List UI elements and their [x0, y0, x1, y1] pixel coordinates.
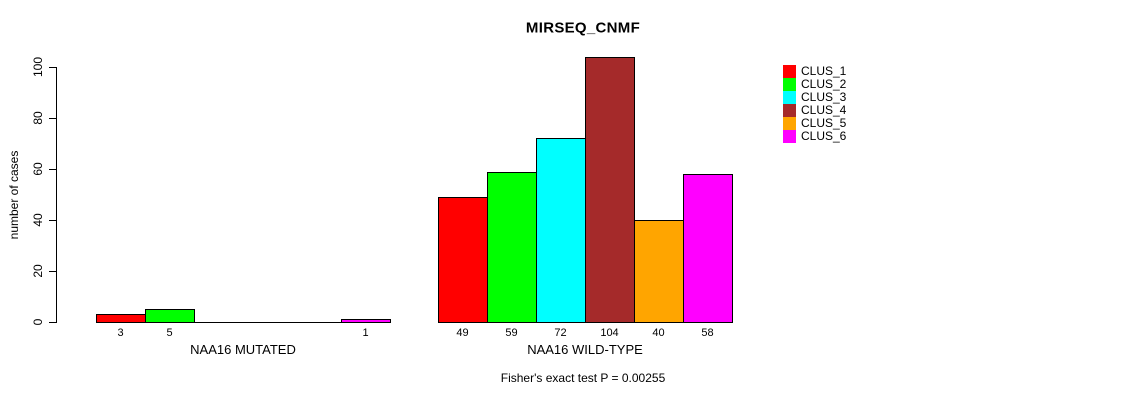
- legend-item-label: CLUS_4: [801, 103, 847, 117]
- x-axis-baseline: [96, 322, 391, 323]
- legend-swatch: [783, 65, 796, 78]
- legend-item-label: CLUS_2: [801, 77, 847, 91]
- y-axis-tick-label: 100: [31, 56, 45, 78]
- legend-item-label: CLUS_6: [801, 129, 847, 143]
- bar-value-label: 1: [362, 327, 369, 339]
- legend-item: CLUS_6: [783, 130, 846, 143]
- y-axis-tick: [49, 322, 56, 323]
- legend-item: CLUS_3: [783, 91, 846, 104]
- legend-item: CLUS_2: [783, 78, 846, 91]
- y-axis-tick-label: 40: [31, 213, 45, 227]
- y-axis-tick: [49, 118, 56, 119]
- bar-clus_5: [634, 220, 684, 323]
- y-axis-tick-label: 0: [31, 318, 45, 326]
- bar-clus_3: [536, 138, 586, 323]
- y-axis-tick: [49, 220, 56, 221]
- legend-swatch: [783, 130, 796, 143]
- bar-clus_2: [145, 309, 195, 323]
- y-axis-tick-label: 20: [31, 264, 45, 278]
- bar-clus_1: [96, 314, 146, 323]
- legend-swatch: [783, 78, 796, 91]
- bar-value-label: 72: [554, 327, 567, 339]
- legend-swatch: [783, 104, 796, 117]
- legend-item-label: CLUS_5: [801, 116, 847, 130]
- x-axis-group-label: NAA16 MUTATED: [190, 342, 296, 357]
- legend-item: CLUS_4: [783, 104, 846, 117]
- y-axis-tick: [49, 67, 56, 68]
- legend-item-label: CLUS_3: [801, 90, 847, 104]
- bar-value-label: 5: [166, 327, 173, 339]
- legend-item: CLUS_5: [783, 117, 846, 130]
- bar-value-label: 58: [701, 327, 714, 339]
- bar-clus_2: [487, 172, 537, 323]
- legend: CLUS_1 CLUS_2 CLUS_3 CLUS_4 CLUS_5 CLUS_6: [783, 65, 846, 143]
- legend-swatch: [783, 117, 796, 130]
- fisher-test-annotation: Fisher's exact test P = 0.00255: [500, 371, 666, 385]
- bar-clus_6: [683, 174, 733, 323]
- legend-item-label: CLUS_1: [801, 64, 847, 78]
- y-axis-tick-label: 60: [31, 162, 45, 176]
- bar-value-label: 40: [652, 327, 665, 339]
- y-axis-tick-label: 80: [31, 111, 45, 125]
- bar-value-label: 104: [600, 327, 619, 339]
- bar-clus_4: [585, 57, 635, 323]
- y-axis-tick: [49, 169, 56, 170]
- bar-value-label: 59: [505, 327, 518, 339]
- legend-item: CLUS_1: [783, 65, 846, 78]
- bar-clus_1: [438, 197, 488, 323]
- y-axis-label: number of cases: [7, 150, 21, 240]
- y-axis-line: [56, 67, 57, 323]
- bar-value-label: 49: [456, 327, 469, 339]
- bar-value-label: 3: [117, 327, 124, 339]
- bar-clus_6: [341, 319, 391, 323]
- x-axis-group-label: NAA16 WILD-TYPE: [527, 342, 643, 357]
- chart-title: MIRSEQ_CNMF: [525, 19, 641, 37]
- y-axis-tick: [49, 271, 56, 272]
- legend-swatch: [783, 91, 796, 104]
